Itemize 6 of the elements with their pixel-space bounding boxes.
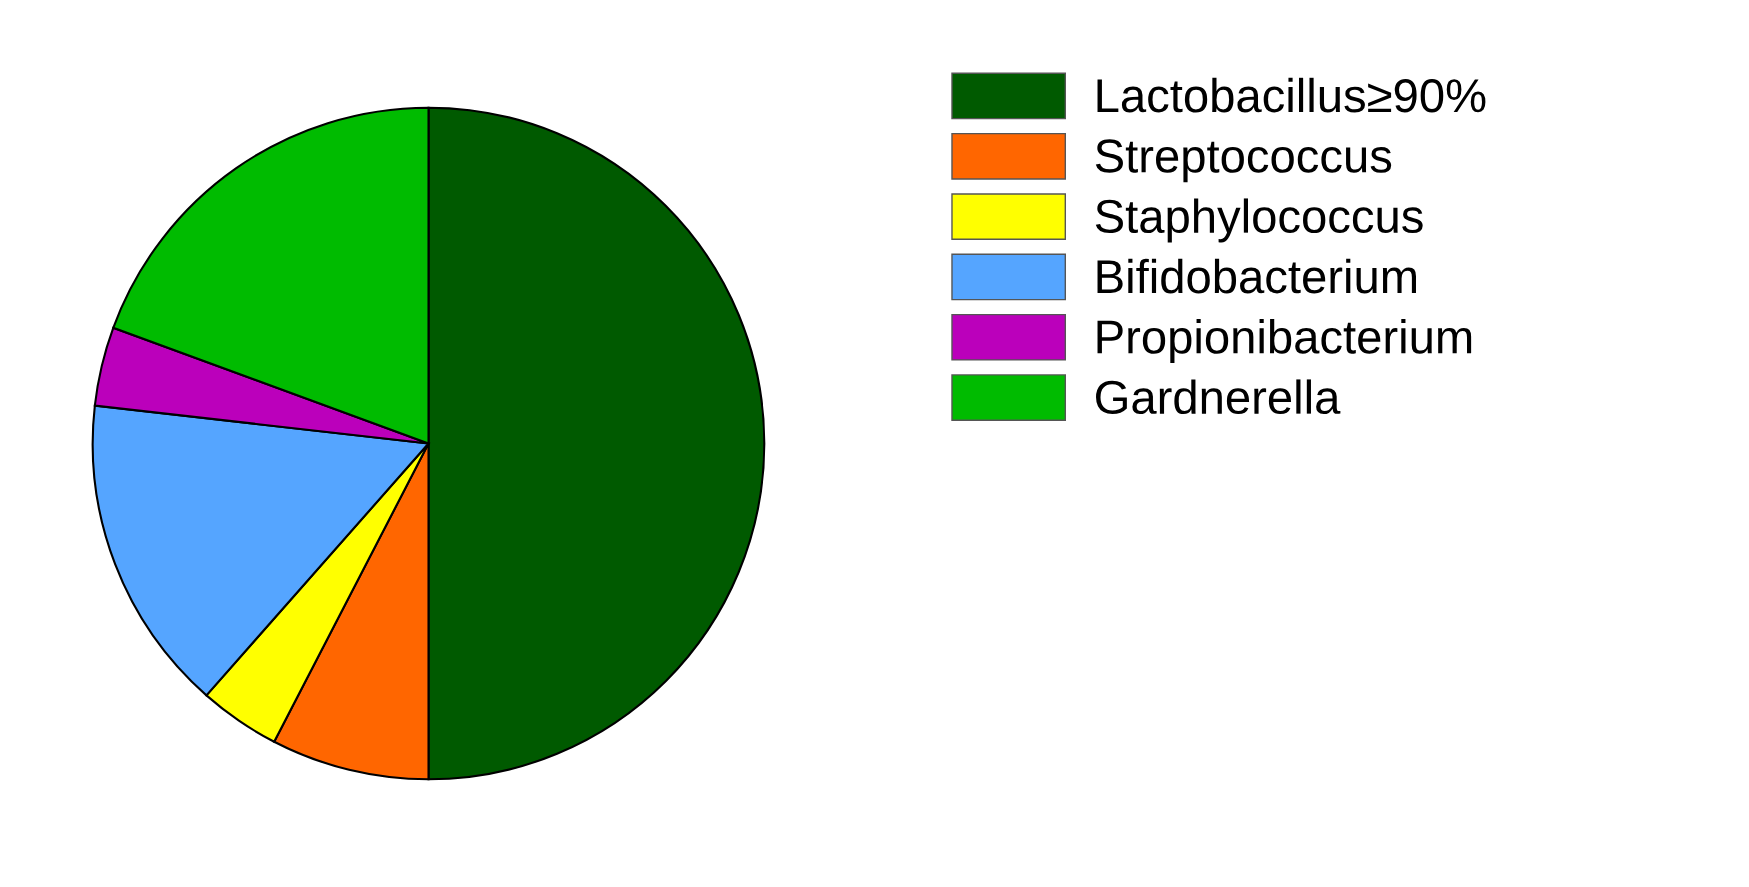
legend-label: Bifidobacterium	[1097, 258, 1416, 294]
legend-label: Streptococcus	[1095, 139, 1392, 183]
legend-label: Staphylococcus	[1095, 198, 1423, 243]
legend-label: Lactobacillus≥90%	[1097, 77, 1486, 113]
legend-label: Gardnerella	[1096, 379, 1341, 415]
legend-label: Propionibacterium	[1097, 319, 1472, 364]
